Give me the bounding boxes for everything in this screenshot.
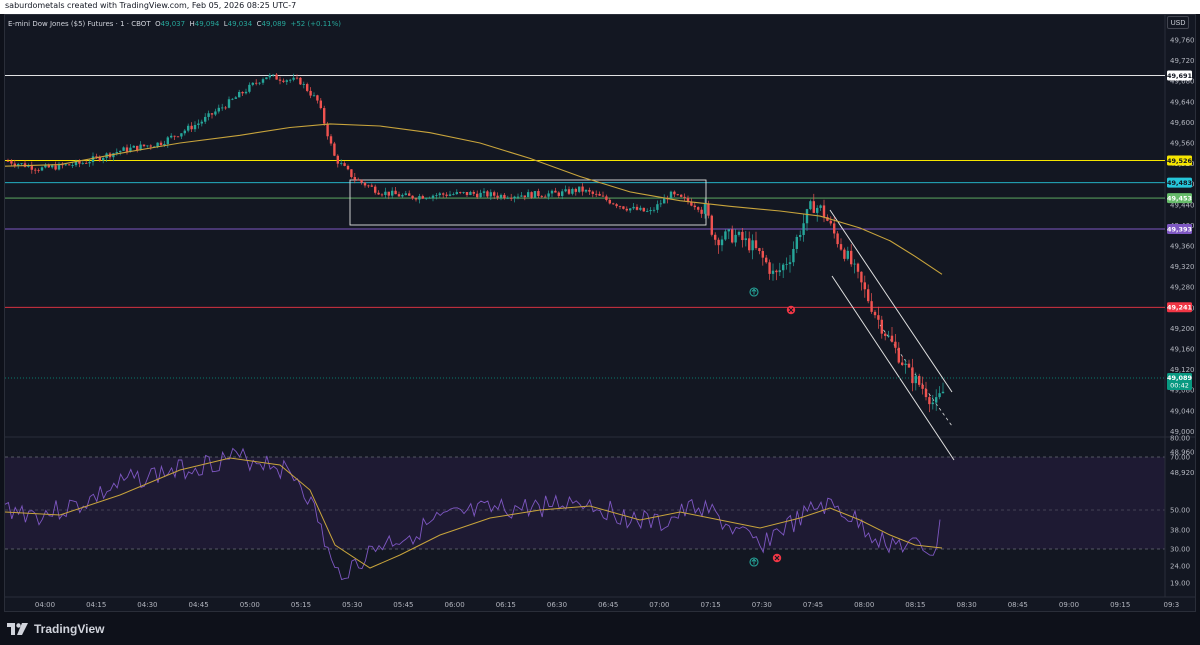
- change-value: +52 (+0.11%): [290, 20, 342, 28]
- high-value: 49,094: [194, 20, 220, 28]
- symbol-name[interactable]: E-mini Dow Jones ($5) Futures · 1 · CBOT: [8, 20, 151, 28]
- close-label: C: [256, 20, 262, 28]
- open-value: 49,037: [160, 20, 186, 28]
- attribution-bar: saburdometals created with TradingView.c…: [0, 0, 1200, 14]
- tradingview-logo-icon: [7, 623, 28, 635]
- low-label: L: [223, 20, 228, 28]
- attribution-text: saburdometals created with TradingView.c…: [5, 1, 297, 10]
- footer: [0, 612, 1200, 645]
- symbol-legend[interactable]: E-mini Dow Jones ($5) Futures · 1 · CBOT…: [8, 20, 341, 28]
- high-label: H: [189, 20, 195, 28]
- low-value: 49,034: [227, 20, 253, 28]
- open-label: O: [155, 20, 161, 28]
- close-value: 49,089: [261, 20, 287, 28]
- brand-name: TradingView: [34, 622, 105, 636]
- brand[interactable]: TradingView: [7, 620, 104, 638]
- chart-frame[interactable]: [4, 14, 1196, 612]
- currency-button[interactable]: USD: [1167, 16, 1189, 29]
